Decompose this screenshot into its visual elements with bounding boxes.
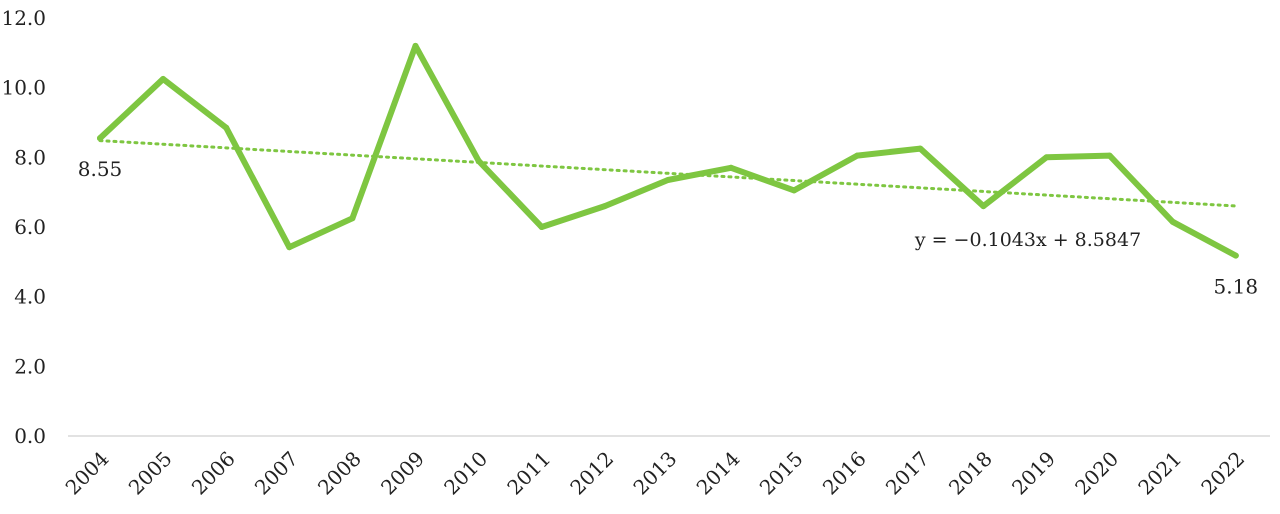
series-point bbox=[1106, 152, 1113, 159]
series-point bbox=[412, 42, 419, 49]
x-tick-label: 2021 bbox=[1133, 447, 1186, 500]
trendline bbox=[98, 139, 1238, 208]
series-point bbox=[286, 244, 293, 251]
data-label: 8.55 bbox=[78, 157, 123, 181]
series-point bbox=[223, 124, 230, 131]
series-point bbox=[664, 176, 671, 183]
x-tick-label: 2009 bbox=[376, 447, 429, 500]
x-tick-label: 2010 bbox=[439, 447, 492, 500]
series-point bbox=[728, 164, 734, 171]
x-tick-label: 2015 bbox=[755, 447, 808, 500]
x-tick-label: 2022 bbox=[1196, 447, 1249, 500]
data-labels: 8.55 5.18 bbox=[78, 157, 1258, 298]
series-point bbox=[1043, 154, 1050, 161]
y-tick-label: 2.0 bbox=[14, 354, 46, 378]
y-tick-label: 0.0 bbox=[14, 424, 46, 448]
x-tick-label: 2008 bbox=[313, 447, 366, 500]
series-point bbox=[538, 224, 545, 230]
data-label: 5.18 bbox=[1214, 275, 1259, 299]
series-point bbox=[601, 203, 608, 210]
x-tick-label: 2012 bbox=[565, 447, 618, 500]
x-tick-label: 2016 bbox=[818, 447, 871, 500]
y-axis-tick-labels: 0.0 2.0 4.0 6.0 8.0 10.0 12.0 bbox=[1, 6, 46, 448]
series-point bbox=[1169, 218, 1176, 225]
series-point bbox=[97, 135, 103, 142]
series-point bbox=[980, 203, 987, 210]
x-tick-label: 2005 bbox=[124, 447, 177, 500]
y-tick-label: 12.0 bbox=[1, 6, 46, 30]
y-tick-label: 6.0 bbox=[14, 215, 46, 239]
series-point bbox=[1232, 252, 1239, 259]
series-point bbox=[160, 75, 167, 82]
x-tick-label: 2017 bbox=[881, 447, 934, 500]
x-tick-label: 2011 bbox=[502, 447, 555, 500]
y-tick-label: 10.0 bbox=[1, 76, 46, 100]
series-point bbox=[349, 215, 356, 222]
series-point bbox=[917, 145, 924, 152]
x-tick-label: 2014 bbox=[692, 447, 745, 500]
x-tick-label: 2006 bbox=[187, 447, 240, 500]
y-tick-label: 8.0 bbox=[14, 145, 46, 169]
x-tick-label: 2004 bbox=[61, 447, 114, 500]
x-tick-label: 2013 bbox=[628, 447, 681, 500]
trendline-equation: y = −0.1043x + 8.5847 bbox=[914, 229, 1141, 251]
x-tick-label: 2020 bbox=[1070, 447, 1123, 500]
x-tick-label: 2019 bbox=[1007, 447, 1060, 500]
x-tick-label: 2018 bbox=[944, 447, 997, 500]
y-tick-label: 4.0 bbox=[14, 285, 46, 309]
x-tick-label: 2007 bbox=[250, 447, 303, 500]
series-point bbox=[475, 157, 482, 164]
x-axis-tick-labels: 2004 2005 2006 2007 2008 2009 2010 2011 2012 2013… bbox=[61, 447, 1250, 500]
series-point bbox=[791, 187, 798, 194]
series-point bbox=[854, 152, 861, 159]
series-points bbox=[97, 42, 1239, 259]
